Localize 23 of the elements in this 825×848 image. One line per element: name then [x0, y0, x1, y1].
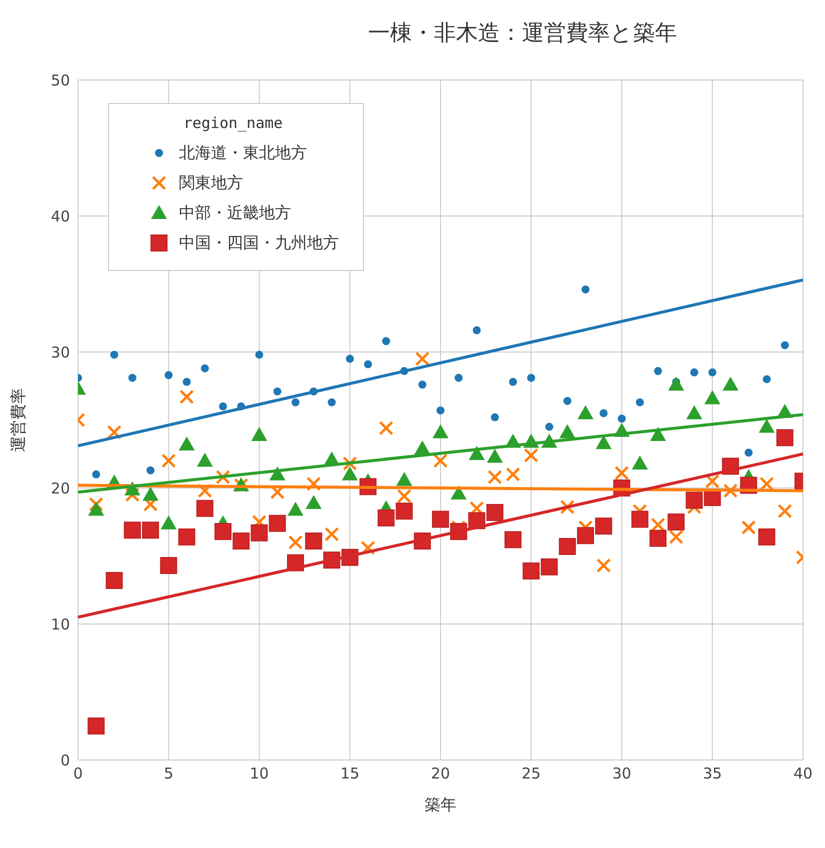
y-tick-label: 0 — [60, 751, 70, 770]
x-tick-label: 30 — [612, 764, 632, 783]
legend-title: region_name — [182, 114, 284, 132]
x-tick-label: 25 — [522, 764, 541, 783]
y-tick-label: 20 — [50, 479, 70, 498]
legend-label: 北海道・東北地方 — [179, 142, 307, 164]
x-tick-label: 35 — [702, 764, 722, 783]
y-axis-title: 運営費率 — [8, 388, 28, 452]
x-axis-title: 築年 — [424, 795, 456, 814]
chart-title: 一棟・非木造：運営費率と築年 — [368, 20, 677, 48]
x-tick-label: 10 — [250, 764, 269, 783]
legend-label: 関東地方 — [179, 172, 243, 194]
x-tick-label: 5 — [164, 764, 174, 783]
x-tick-label: 40 — [793, 764, 813, 783]
y-tick-label: 50 — [50, 71, 70, 90]
legend-label: 中国・四国・九州地方 — [179, 232, 339, 254]
y-tick-label: 10 — [50, 615, 70, 634]
x-tick-label: 15 — [340, 764, 360, 783]
y-tick-label: 30 — [50, 343, 70, 362]
x-tick-label: 0 — [73, 764, 83, 783]
y-tick-label: 40 — [50, 207, 70, 226]
x-tick-label: 20 — [430, 764, 450, 783]
legend-label: 中部・近畿地方 — [179, 202, 291, 224]
